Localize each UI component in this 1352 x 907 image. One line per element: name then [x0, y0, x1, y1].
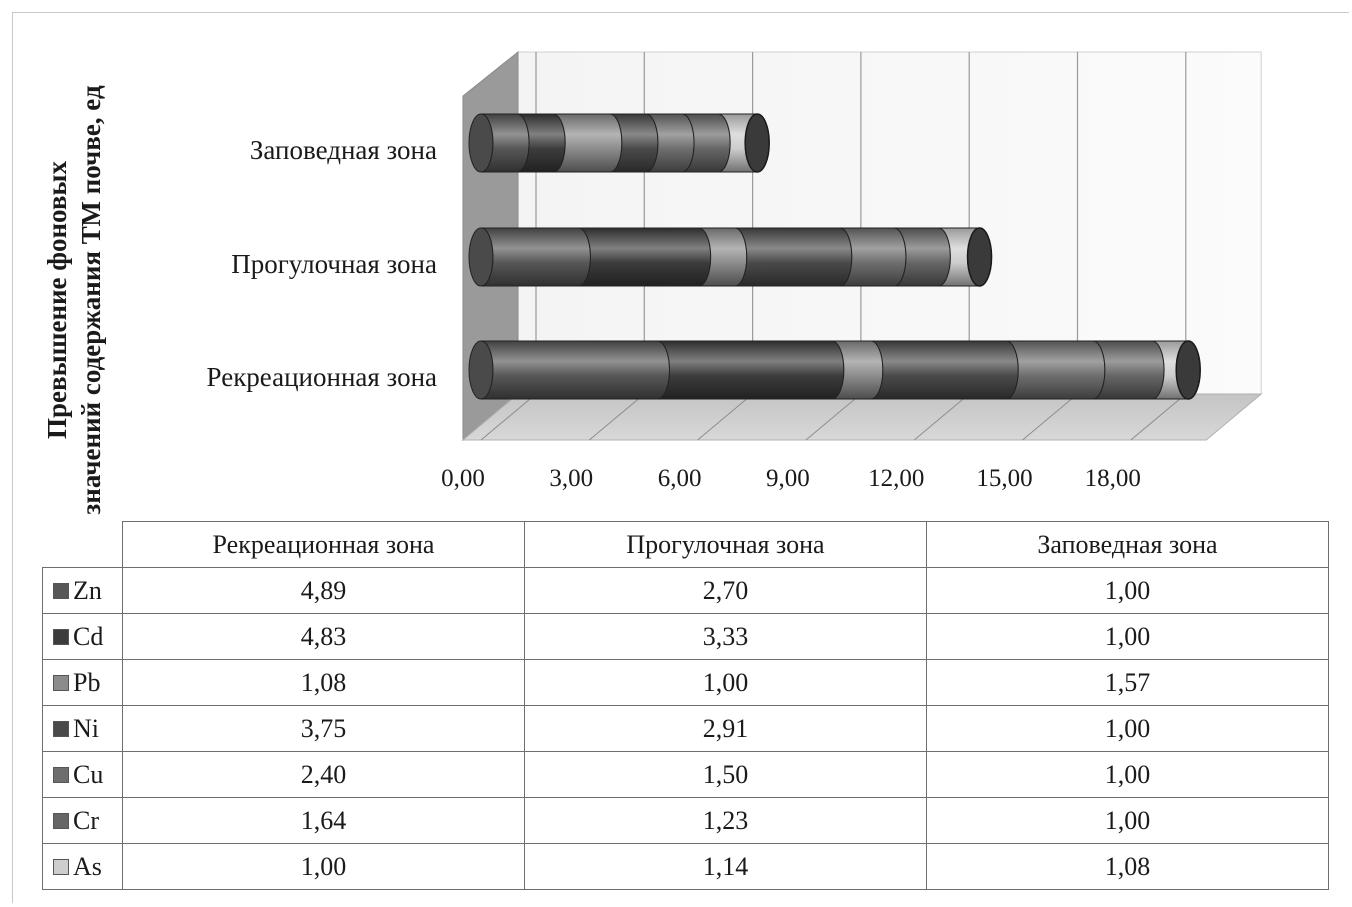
x-tick-label: 12,00 [868, 465, 924, 492]
x-tick-label: 0,00 [441, 465, 485, 492]
legend-key-cd: Cd [42, 613, 123, 660]
legend-label: Zn [73, 575, 102, 605]
table-cell-value: 1,00 [926, 613, 1329, 660]
floor-gridlines [480, 393, 1187, 441]
floor-gridline [805, 393, 862, 441]
table-cell-value: 1,08 [926, 843, 1329, 890]
table-cell-value: 1,00 [926, 751, 1329, 798]
floor [461, 393, 1263, 441]
legend-swatch [53, 812, 69, 829]
table-header-cat-2: Заповедная зона [926, 521, 1329, 568]
legend-key-as: As [42, 843, 123, 890]
legend-key-cr: Cr [42, 797, 123, 844]
bar-group [468, 113, 770, 173]
floor-gridline [588, 393, 645, 441]
table-row: As 1,00 1,14 1,08 [42, 843, 1329, 890]
gridlines [535, 52, 1187, 394]
bar-segment-cd [657, 340, 845, 400]
data-table: Рекреационная зона Прогулочная зона Запо… [42, 521, 1329, 890]
floor-gridline [1130, 393, 1187, 441]
table-cell-value: 1,57 [926, 659, 1329, 706]
table-cell-value: 3,75 [122, 705, 525, 752]
category-labels: Рекреационная зона Прогулочная зона Запове… [207, 135, 437, 392]
data-table-header-row: Рекреационная зона Прогулочная зона Запо… [42, 521, 1329, 568]
y-axis-label-line-1: Превышение фоновых [42, 160, 72, 439]
table-row: Cu 2,40 1,50 1,00 [42, 751, 1329, 798]
table-cell-value: 2,40 [122, 751, 525, 798]
bar-cap-end [744, 113, 770, 173]
legend-label: Cu [73, 759, 104, 789]
floor-gridline [480, 393, 537, 441]
table-cell-value: 1,08 [122, 659, 525, 706]
table-corner [42, 521, 123, 568]
floor-gridline [1022, 393, 1078, 441]
legend-key-zn: Zn [42, 567, 123, 614]
table-cell-value: 1,00 [926, 567, 1329, 614]
legend-label: Pb [73, 667, 101, 697]
x-tick-label: 18,00 [1085, 465, 1141, 492]
bar-segment-cd [578, 227, 712, 287]
bar-group [468, 340, 1201, 400]
bar-segment-cu [1006, 340, 1106, 400]
floor-gridline [913, 393, 970, 441]
table-header-cat-1: Прогулочная зона [524, 521, 927, 568]
legend-swatch [53, 720, 69, 737]
category-label: Рекреационная зона [207, 362, 437, 392]
table-cell-value: 3,33 [524, 613, 927, 660]
table-row: Zn 4,89 2,70 1,00 [42, 567, 1329, 614]
table-row: Cr 1,64 1,23 1,00 [42, 797, 1329, 844]
table-cell-value: 4,89 [122, 567, 525, 614]
legend-key-cu: Cu [42, 751, 123, 798]
table-cell-value: 1,00 [926, 797, 1329, 844]
bar-cap-end [966, 227, 993, 287]
table-cell-value: 1,23 [524, 797, 927, 844]
legend-key-pb: Pb [42, 659, 123, 706]
y-axis-label: Превышение фоновых значений содержания Т… [42, 85, 106, 515]
category-label: Прогулочная зона [231, 249, 437, 279]
table-cell-value: 4,83 [122, 613, 525, 660]
bar-cap-end [1175, 340, 1201, 400]
legend-key-ni: Ni [42, 705, 123, 752]
table-cell-value: 1,00 [926, 705, 1329, 752]
table-row: Pb 1,08 1,00 1,57 [42, 659, 1329, 706]
x-tick-label: 9,00 [766, 465, 810, 492]
table-cell-value: 1,00 [122, 843, 525, 890]
legend-swatch [53, 674, 69, 691]
bars [468, 113, 1201, 400]
table-cell-value: 1,00 [524, 659, 927, 706]
category-label: Заповедная зона [250, 135, 437, 165]
legend-label: Ni [73, 713, 99, 743]
legend-swatch [53, 628, 69, 645]
bar-segment-ni [870, 340, 1019, 400]
legend-label: Cr [73, 805, 99, 835]
x-tick-label: 6,00 [658, 465, 702, 492]
x-tick-label: 15,00 [976, 465, 1032, 492]
x-tick-labels: 0,00 3,00 6,00 9,00 12,00 15,00 18,00 [441, 465, 1141, 492]
bar-segment-zn [480, 340, 670, 400]
chart-frame [12, 12, 1349, 903]
y-axis-label-line-2: значений содержания ТМ почве, ед [76, 85, 106, 515]
table-cell-value: 2,70 [524, 567, 927, 614]
table-cell-value: 2,91 [524, 705, 927, 752]
x-tick-label: 3,00 [549, 465, 593, 492]
legend-swatch [53, 766, 69, 783]
legend-label: Cd [73, 621, 104, 651]
legend-label: As [73, 851, 102, 881]
table-row: Ni 3,75 2,91 1,00 [42, 705, 1329, 752]
legend-swatch [53, 582, 69, 599]
floor-gridline [697, 393, 753, 441]
bar-segment-zn [480, 227, 591, 287]
legend-swatch [53, 858, 69, 875]
table-row: Cd 4,83 3,33 1,00 [42, 613, 1329, 660]
table-cell-value: 1,14 [524, 843, 927, 890]
table-header-cat-0: Рекреационная зона [122, 521, 525, 568]
table-cell-value: 1,64 [122, 797, 525, 844]
table-cell-value: 1,50 [524, 751, 927, 798]
bar-group [468, 227, 993, 287]
bar-segment-ni [734, 227, 853, 287]
